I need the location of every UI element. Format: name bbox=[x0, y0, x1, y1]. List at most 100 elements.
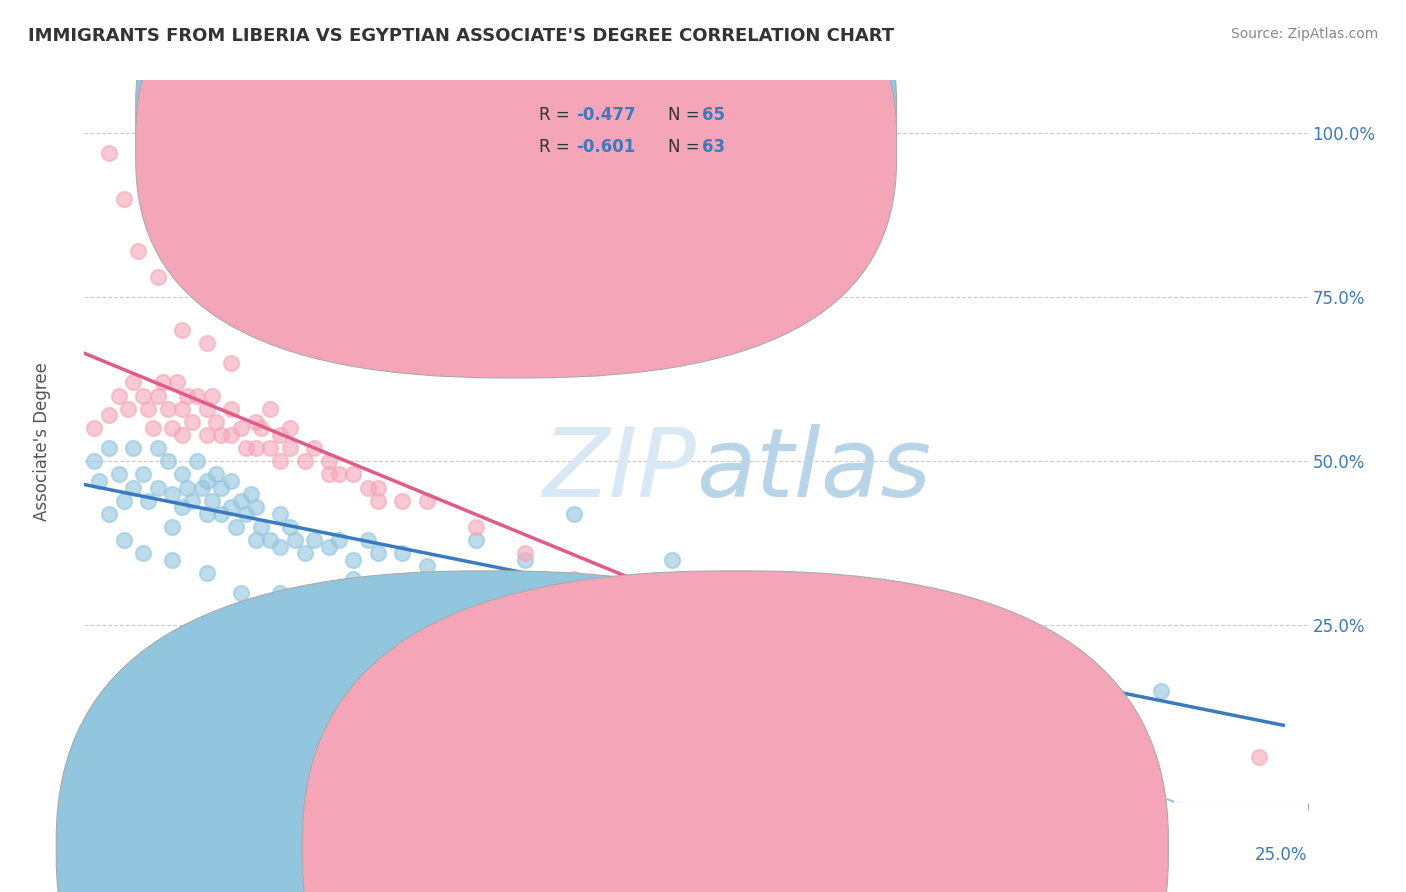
Point bbox=[219, 428, 242, 442]
Point bbox=[259, 401, 281, 416]
Text: 65: 65 bbox=[702, 106, 725, 124]
Point bbox=[245, 415, 267, 429]
Point bbox=[342, 553, 364, 567]
Point bbox=[132, 388, 155, 402]
Point bbox=[709, 638, 731, 652]
Point bbox=[259, 441, 281, 455]
Point bbox=[162, 553, 184, 567]
Point bbox=[87, 474, 110, 488]
Point bbox=[205, 467, 228, 482]
Point bbox=[318, 540, 340, 554]
Point bbox=[181, 493, 204, 508]
Text: Immigrants from Liberia: Immigrants from Liberia bbox=[506, 841, 692, 855]
FancyBboxPatch shape bbox=[136, 0, 897, 378]
Point bbox=[97, 441, 120, 455]
Point bbox=[239, 487, 262, 501]
Point bbox=[127, 244, 149, 258]
Text: ZIP: ZIP bbox=[543, 424, 696, 517]
Point bbox=[219, 356, 242, 370]
Point bbox=[136, 401, 159, 416]
Point bbox=[294, 454, 316, 468]
Point bbox=[249, 520, 271, 534]
Point bbox=[391, 546, 413, 560]
Point bbox=[278, 421, 301, 435]
Point bbox=[152, 376, 174, 390]
Point bbox=[245, 500, 267, 515]
Point bbox=[186, 454, 208, 468]
Point bbox=[416, 493, 439, 508]
Point bbox=[294, 546, 316, 560]
Point bbox=[367, 481, 389, 495]
Point bbox=[464, 520, 486, 534]
Point bbox=[304, 533, 326, 547]
Text: -0.601: -0.601 bbox=[576, 138, 636, 156]
Point bbox=[357, 481, 380, 495]
Point bbox=[304, 441, 326, 455]
Point bbox=[200, 388, 222, 402]
Point bbox=[1101, 730, 1123, 744]
Point bbox=[83, 454, 105, 468]
Point bbox=[367, 546, 389, 560]
Point bbox=[97, 507, 120, 521]
Point bbox=[166, 376, 188, 390]
Point bbox=[318, 467, 340, 482]
Point bbox=[235, 441, 257, 455]
Point bbox=[132, 546, 155, 560]
Text: N =: N = bbox=[668, 106, 704, 124]
Point bbox=[269, 428, 291, 442]
Point bbox=[97, 409, 120, 423]
Text: -0.477: -0.477 bbox=[576, 106, 636, 124]
Point bbox=[342, 467, 364, 482]
Point bbox=[205, 415, 228, 429]
Text: R =: R = bbox=[540, 106, 575, 124]
Point bbox=[269, 585, 291, 599]
Point bbox=[146, 388, 169, 402]
Point bbox=[146, 481, 169, 495]
Point bbox=[391, 493, 413, 508]
Point bbox=[209, 428, 232, 442]
Point bbox=[229, 421, 252, 435]
Text: 63: 63 bbox=[702, 138, 725, 156]
Point bbox=[83, 421, 105, 435]
Point bbox=[156, 454, 179, 468]
Point bbox=[807, 677, 830, 691]
Point bbox=[229, 493, 252, 508]
Point bbox=[562, 507, 585, 521]
Point bbox=[162, 421, 184, 435]
Text: Egyptians: Egyptians bbox=[752, 841, 828, 855]
Point bbox=[195, 566, 218, 580]
Point bbox=[172, 428, 194, 442]
Point bbox=[1052, 671, 1074, 685]
Point bbox=[225, 520, 247, 534]
Point bbox=[513, 546, 536, 560]
Point bbox=[172, 323, 194, 337]
Point bbox=[219, 401, 242, 416]
Point bbox=[278, 520, 301, 534]
Point bbox=[269, 507, 291, 521]
Point bbox=[856, 665, 879, 679]
Point bbox=[513, 553, 536, 567]
Point bbox=[156, 401, 179, 416]
Point bbox=[142, 421, 165, 435]
Point bbox=[219, 500, 242, 515]
Point bbox=[186, 388, 208, 402]
Point bbox=[612, 599, 634, 613]
Point bbox=[132, 467, 155, 482]
Text: Source: ZipAtlas.com: Source: ZipAtlas.com bbox=[1230, 27, 1378, 41]
Text: 0.0%: 0.0% bbox=[84, 847, 127, 864]
Point bbox=[181, 415, 204, 429]
Point bbox=[245, 441, 267, 455]
Point bbox=[172, 500, 194, 515]
Point bbox=[112, 192, 135, 206]
Point bbox=[112, 493, 135, 508]
Point bbox=[162, 520, 184, 534]
Point bbox=[107, 467, 129, 482]
Point bbox=[249, 421, 271, 435]
Text: N =: N = bbox=[668, 138, 704, 156]
Point bbox=[117, 401, 139, 416]
Point bbox=[562, 573, 585, 587]
Point bbox=[219, 474, 242, 488]
FancyBboxPatch shape bbox=[475, 87, 842, 178]
Point bbox=[146, 441, 169, 455]
Point bbox=[328, 533, 350, 547]
